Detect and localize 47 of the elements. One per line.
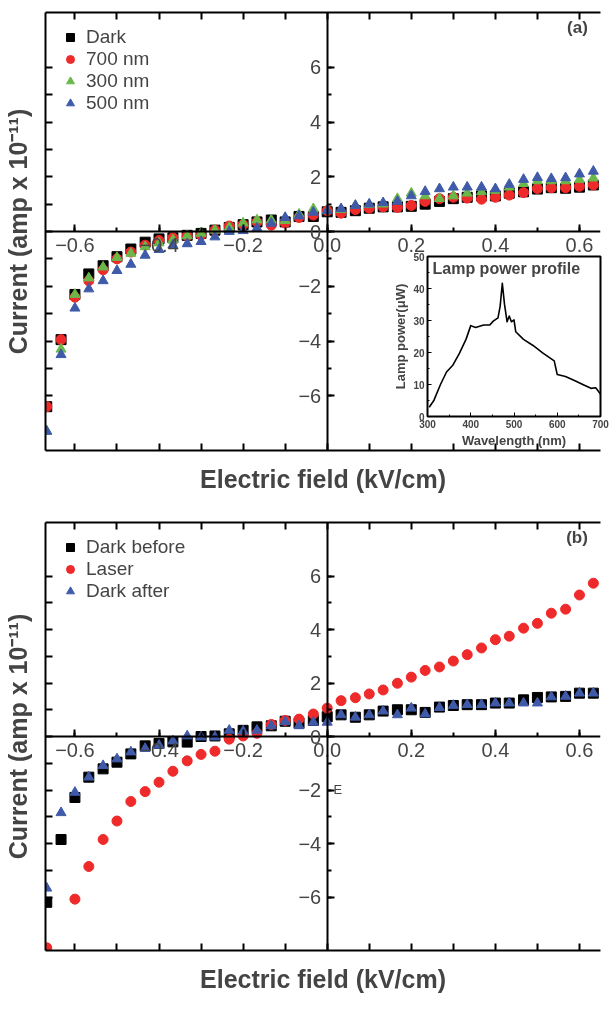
- y-tick-label: 6: [310, 56, 322, 79]
- y-axis-title: Current (amp x 10⁻¹¹): [3, 613, 32, 860]
- x-tick-label: 500: [505, 418, 523, 430]
- x-tick-label: 0.6: [565, 233, 594, 256]
- legend-label: 500 nm: [86, 92, 150, 114]
- y-tick-label: 10: [413, 379, 425, 391]
- legend-label: Dark after: [86, 580, 170, 602]
- y-tick-label: −6: [298, 384, 322, 407]
- x-tick-label: 0.2: [397, 738, 426, 761]
- x-tick-label: 0.4: [481, 738, 510, 761]
- y-axis-title: Current (amp x 10⁻¹¹): [3, 108, 32, 355]
- y-tick-label: 20: [413, 347, 425, 359]
- y-tick-label: 40: [413, 283, 425, 295]
- x-axis-title: Wavelength (nm): [461, 432, 567, 448]
- annotation: (a): [567, 18, 588, 38]
- x-tick-label: 0.4: [481, 233, 510, 256]
- legend-label: Dark: [86, 26, 127, 48]
- y-axis-title: Lamp power(μW): [393, 283, 409, 390]
- y-tick-label: −6: [298, 886, 322, 908]
- x-tick-label: 600: [548, 418, 567, 430]
- legend-label: Laser: [86, 558, 134, 580]
- legend-label: 700 nm: [86, 48, 150, 70]
- y-tick-label: −2: [298, 779, 322, 801]
- x-tick-label: −0.6: [55, 738, 95, 761]
- y-tick-label: 6: [310, 565, 322, 587]
- y-tick-label: −4: [298, 832, 322, 855]
- y-tick-label: 4: [310, 618, 322, 641]
- x-tick-label: −0.2: [223, 233, 263, 256]
- y-tick-label: 2: [310, 165, 322, 188]
- x-tick-label: 700: [592, 418, 610, 430]
- legend-label: 300 nm: [86, 70, 150, 92]
- y-tick-label: 2: [310, 672, 322, 694]
- legend-label: Dark before: [86, 536, 186, 558]
- y-tick-label: −4: [298, 330, 322, 352]
- x-axis-title: Electric field (kV/cm): [200, 464, 446, 493]
- annotation: E: [333, 781, 343, 797]
- x-tick-label: 400: [462, 418, 480, 430]
- x-tick-label: −0.2: [223, 738, 263, 761]
- x-tick-label: −0.4: [139, 233, 179, 256]
- annotation: (b): [566, 527, 588, 547]
- x-tick-label: 0.6: [565, 738, 594, 761]
- y-tick-label: −2: [298, 275, 322, 298]
- x-tick-label: −0.6: [55, 233, 95, 256]
- chart-title: Lamp power profile: [432, 259, 581, 277]
- y-tick-label: 4: [310, 111, 322, 133]
- y-tick-label: 30: [413, 315, 425, 327]
- x-axis-title: Electric field (kV/cm): [200, 964, 446, 993]
